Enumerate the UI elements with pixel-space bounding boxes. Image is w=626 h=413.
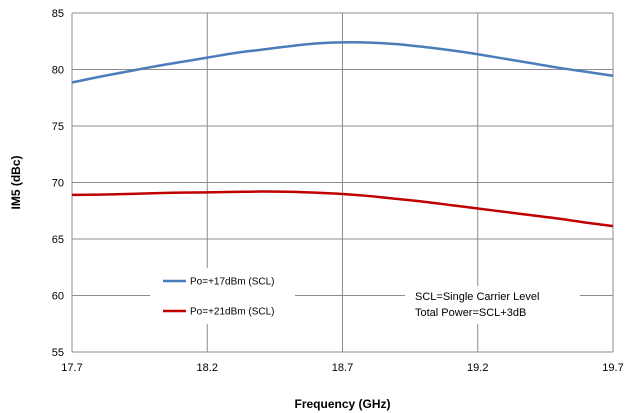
series-line-1 [71,190,614,228]
annotation: SCL=Single Carrier Level Total Power=SCL+… [405,286,580,324]
annotation-background [405,286,580,324]
y-tick-label: 55 [52,347,64,359]
y-tick-label: 60 [52,291,64,303]
y-tick-label: 70 [52,178,64,190]
x-tick-label: 18.2 [197,362,218,374]
series-line-0 [71,41,614,84]
y-axis-title: IM5 (dBc) [9,155,23,209]
tick-labels: 55 60 65 70 75 80 85 17.7 18.2 18.7 19.2 19.7 [52,8,624,374]
y-tick-label: 65 [52,234,64,246]
series-lines [71,41,614,228]
legend-label: Po=+17dBm (SCL) [190,277,275,288]
x-tick-label: 18.7 [332,362,353,374]
x-tick-label: 19.7 [602,362,623,374]
annotation-line: Total Power=SCL+3dB [415,307,526,319]
y-tick-label: 75 [52,121,64,133]
legend: Po=+17dBm (SCL) Po=+21dBm (SCL) [150,268,295,324]
x-tick-label: 19.2 [467,362,488,374]
y-tick-label: 80 [52,65,64,77]
legend-label: Po=+21dBm (SCL) [190,307,275,318]
annotation-line: SCL=Single Carrier Level [415,291,539,303]
legend-background [150,268,295,324]
x-tick-label: 17.7 [61,362,82,374]
y-tick-label: 85 [52,8,64,20]
x-axis-title: Frequency (GHz) [294,397,390,411]
